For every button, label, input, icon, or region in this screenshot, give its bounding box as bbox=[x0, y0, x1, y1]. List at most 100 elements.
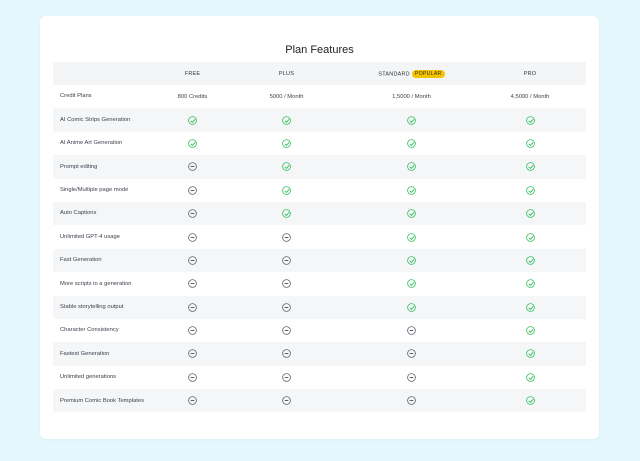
check-circle-icon bbox=[282, 115, 291, 125]
cell-standard bbox=[349, 366, 474, 389]
cell-pro bbox=[474, 296, 586, 319]
check-circle-icon bbox=[525, 373, 535, 382]
cell-pro bbox=[474, 132, 586, 155]
table-row: Character Consistency bbox=[53, 319, 586, 342]
page-title: Plan Features bbox=[285, 44, 354, 56]
cell-standard bbox=[349, 132, 474, 155]
minus-circle-icon bbox=[188, 185, 197, 195]
cell-pro bbox=[474, 249, 586, 272]
check-circle-icon bbox=[407, 232, 416, 242]
check-circle-icon bbox=[188, 139, 197, 148]
minus-circle-icon bbox=[188, 256, 197, 265]
cell-pro bbox=[474, 108, 586, 131]
table-row: AI Anime Art Generation bbox=[53, 132, 586, 155]
feature-label: AI Comic Strips Generation bbox=[60, 116, 131, 123]
cell-pro bbox=[474, 342, 586, 365]
cell-pro bbox=[474, 272, 586, 295]
cell-pro bbox=[474, 202, 586, 225]
cell-free bbox=[161, 366, 224, 389]
cell-pro bbox=[474, 179, 586, 202]
minus-circle-icon bbox=[188, 326, 197, 335]
feature-label: Stable storytelling output bbox=[60, 303, 124, 310]
plan-features-card: Plan Features FREE PLUS STANDARD POPULAR … bbox=[40, 16, 599, 439]
check-circle-icon bbox=[407, 185, 416, 195]
check-circle-icon bbox=[282, 139, 291, 148]
table-header-row: FREE PLUS STANDARD POPULAR PRO bbox=[53, 62, 586, 85]
minus-circle-icon bbox=[407, 349, 416, 359]
minus-circle-icon bbox=[188, 209, 197, 218]
check-circle-icon bbox=[525, 139, 535, 148]
check-circle-icon bbox=[525, 115, 535, 125]
minus-circle-icon bbox=[188, 373, 197, 382]
minus-circle-icon bbox=[407, 396, 416, 406]
minus-circle-icon bbox=[282, 279, 291, 289]
table-row: Unlimited generations bbox=[53, 366, 586, 389]
table-row: Fastest Generation bbox=[53, 342, 586, 366]
credit-value-free: 800 Credits bbox=[177, 93, 208, 100]
cell-standard bbox=[349, 249, 474, 272]
cell-standard bbox=[349, 272, 474, 295]
plan-name: PLUS bbox=[278, 70, 295, 77]
cell-pro bbox=[474, 225, 586, 248]
minus-circle-icon bbox=[407, 326, 416, 335]
check-circle-icon bbox=[525, 256, 535, 265]
plan-header-plus: PLUS bbox=[224, 62, 349, 85]
cell-standard bbox=[349, 108, 474, 131]
check-circle-icon bbox=[188, 115, 197, 125]
check-circle-icon bbox=[282, 162, 291, 172]
cell-free bbox=[161, 249, 224, 272]
minus-circle-icon bbox=[407, 373, 416, 382]
feature-label: Auto Captions bbox=[60, 210, 97, 217]
table-row: Unlimited GPT-4 usage bbox=[53, 225, 586, 248]
minus-circle-icon bbox=[282, 302, 291, 312]
plan-name: PRO bbox=[523, 70, 537, 77]
check-circle-icon bbox=[407, 139, 416, 148]
cell-free bbox=[161, 389, 224, 412]
minus-circle-icon bbox=[188, 162, 197, 172]
credit-value-standard: 1,5000 / Month bbox=[392, 93, 431, 100]
cell-plus bbox=[224, 202, 349, 225]
feature-label: Single/Multiple page mode bbox=[60, 187, 129, 193]
minus-circle-icon bbox=[282, 373, 291, 382]
feature-label: Unlimited GPT-4 usage bbox=[60, 233, 120, 240]
check-circle-icon bbox=[407, 256, 416, 265]
credit-value-plus: 5000 / Month bbox=[269, 93, 304, 100]
check-circle-icon bbox=[407, 279, 416, 289]
cell-free bbox=[161, 225, 224, 248]
feature-label: Prompt editing bbox=[60, 163, 98, 170]
cell-plus bbox=[224, 342, 349, 365]
cell-standard bbox=[349, 319, 474, 342]
check-circle-icon bbox=[525, 279, 535, 289]
check-circle-icon bbox=[525, 232, 535, 242]
header-feature-column bbox=[53, 62, 161, 85]
table-row: Single/Multiple page mode bbox=[53, 179, 586, 202]
check-circle-icon bbox=[407, 115, 416, 125]
cell-plus bbox=[224, 366, 349, 389]
cell-plus bbox=[224, 249, 349, 272]
plan-header-pro: PRO bbox=[474, 62, 586, 85]
cell-plus bbox=[224, 132, 349, 155]
minus-circle-icon bbox=[282, 396, 291, 406]
table-row: Prompt editing bbox=[53, 155, 586, 179]
cell-standard bbox=[349, 202, 474, 225]
feature-label: More scripts in a generation bbox=[60, 280, 132, 287]
feature-label: Premium Comic Book Templates bbox=[60, 397, 144, 404]
cell-free bbox=[161, 108, 224, 131]
feature-label: Fast Generation bbox=[60, 257, 102, 264]
table-row: Premium Comic Book Templates bbox=[53, 389, 586, 413]
cell-pro bbox=[474, 155, 586, 178]
check-circle-icon bbox=[525, 396, 535, 406]
cell-free bbox=[161, 319, 224, 342]
cell-standard bbox=[349, 296, 474, 319]
cell-pro bbox=[474, 389, 586, 412]
cell-free bbox=[161, 342, 224, 365]
cell-free bbox=[161, 155, 224, 178]
minus-circle-icon bbox=[282, 256, 291, 265]
table-row-credit-plans: Credit Plans 800 Credits 5000 / Month 1,… bbox=[53, 85, 586, 108]
cell-standard bbox=[349, 225, 474, 248]
cell-plus bbox=[224, 155, 349, 178]
cell-standard bbox=[349, 179, 474, 202]
cell-plus bbox=[224, 225, 349, 248]
minus-circle-icon bbox=[188, 279, 197, 289]
check-circle-icon bbox=[407, 302, 416, 312]
